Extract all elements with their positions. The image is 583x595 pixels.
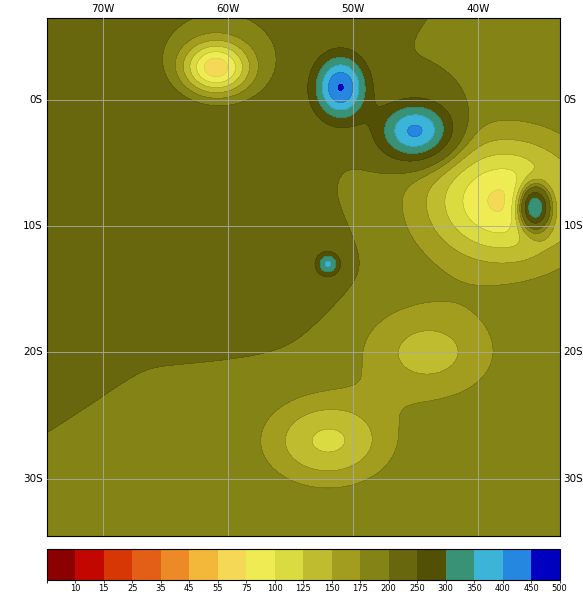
Text: 0S: 0S — [30, 95, 43, 105]
Text: 20S: 20S — [23, 347, 43, 358]
Text: 20S: 20S — [563, 347, 583, 358]
Text: 70W: 70W — [92, 4, 115, 14]
Text: 30S: 30S — [23, 474, 43, 484]
Text: 40W: 40W — [466, 4, 490, 14]
Text: 10S: 10S — [563, 221, 583, 231]
Text: 60W: 60W — [216, 4, 240, 14]
Text: 0S: 0S — [563, 95, 577, 105]
Text: 10S: 10S — [23, 221, 43, 231]
Text: 30S: 30S — [563, 474, 583, 484]
Text: 50W: 50W — [342, 4, 365, 14]
